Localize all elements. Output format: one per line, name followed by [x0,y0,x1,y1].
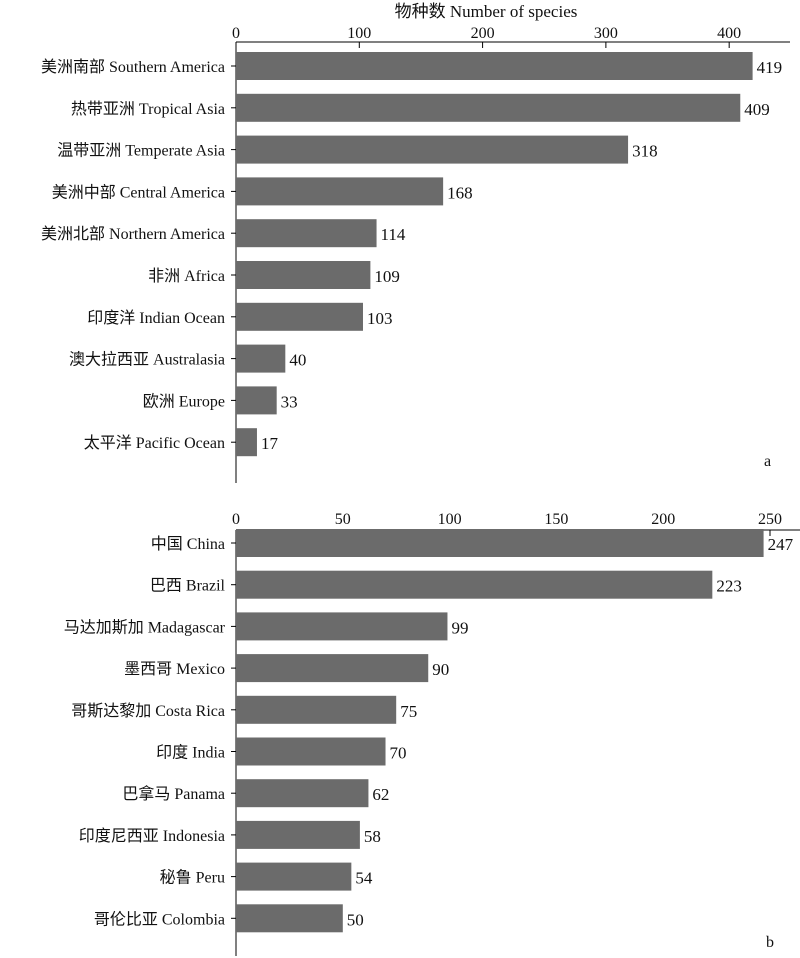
chart-b-value-label: 75 [400,702,417,721]
chart-b-category-label: 中国 China [151,535,225,553]
chart-a-value-label: 17 [261,434,279,453]
chart-b-bar [236,820,360,849]
chart-b-category-label: 哥斯达黎加 Costa Rica [71,702,225,720]
chart-a-x-tick-label: 200 [471,25,495,42]
chart-a-category-label: 澳大拉西亚 Australasia [69,351,225,369]
chart-a-value-label: 409 [744,100,770,119]
chart-a-bar [236,302,363,331]
chart-b-x-tick-label: 150 [544,511,568,528]
chart-b-value-label: 54 [355,869,373,888]
chart-b-category-label: 墨西哥 Mexico [124,661,225,678]
chart-a-value-label: 114 [381,225,406,244]
chart-b-category-label: 巴西 Brazil [150,578,226,595]
chart-b-bar [236,862,352,891]
chart-a-bar [236,428,257,457]
chart-a-category-label: 美洲中部 Central America [52,183,225,201]
chart-a-panel-label: a [764,453,771,470]
chart-a-category-label: 印度洋 Indian Ocean [87,309,225,327]
chart-a-value-label: 33 [281,392,298,411]
chart-a-x-tick-label: 0 [232,25,240,42]
chart-a-category-label: 温带亚洲 Temperate Asia [57,142,225,160]
chart-b-bar [236,695,397,724]
chart-b-bar [236,612,448,641]
chart-b-category-label: 马达加斯加 Madagascar [64,618,226,636]
chart-a-bar [236,261,371,289]
chart-b-bar [236,654,429,683]
chart-b-value-label: 247 [768,535,794,554]
chart-b-bar [236,529,764,557]
chart-b-value-label: 58 [364,827,381,846]
chart-b-category-label: 哥伦比亚 Colombia [94,910,225,928]
chart-a-value-label: 109 [374,267,400,286]
chart-a-value-label: 318 [632,142,658,161]
chart-a-x-tick-label: 400 [717,25,741,42]
chart-b-category-label: 巴拿马 Panama [122,784,225,803]
chart-b-category-label: 印度 India [156,744,225,762]
chart-b-x-tick-label: 250 [758,511,782,528]
chart-b-x-tick-label: 0 [232,511,240,528]
chart-a-bar [236,93,741,122]
chart-b-value-label: 50 [347,910,364,929]
chart-b-x-tick-label: 100 [438,511,462,528]
chart-b-bar [236,779,369,808]
chart-b-x-tick-label: 50 [335,511,351,528]
chart-a-value-label: 40 [289,351,306,370]
chart-b-value-label: 62 [372,785,389,804]
chart-a-bar [236,135,629,164]
chart-b-panel: 0 50 100 150 200 250 中国 China 247 巴西 Brazil 223 马达… [64,511,800,956]
chart-a-value-label: 419 [757,58,783,77]
chart-b-bar [236,737,386,766]
chart-a-panel: 0 100 200 300 400 美洲南部 Southern America 419 热带亚… [41,25,790,483]
chart-a-category-label: 美洲南部 Southern America [41,58,225,76]
chart-a-x-tick-label: 100 [347,25,371,42]
chart-a-category-label: 非洲 Africa [148,267,225,285]
chart-b-category-label: 印度尼西亚 Indonesia [79,827,225,845]
chart-a-category-label: 欧洲 Europe [143,392,225,410]
chart-b-category-label: 秘鲁 Peru [160,869,225,887]
chart-a-x-tick-label: 300 [594,25,618,42]
chart-a-category-label: 太平洋 Pacific Ocean [84,434,225,452]
chart-a-bar [236,386,277,415]
chart-b-value-label: 70 [390,744,407,763]
chart-a-bar [236,219,377,248]
chart-a-value-label: 168 [447,183,473,202]
chart-a-value-label: 103 [367,309,393,328]
chart-b-x-tick-label: 200 [651,511,675,528]
chart-a-category-label: 美洲北部 Northern America [41,225,225,243]
chart-b-bar [236,904,343,933]
chart-a-bar [236,344,286,373]
chart-a-bar [236,52,753,80]
chart-a-bar [236,177,444,206]
chart-a-category-label: 热带亚洲 Tropical Asia [71,100,225,118]
chart-b-value-label: 90 [432,660,449,679]
chart-b-value-label: 223 [716,577,742,596]
chart-b-value-label: 99 [451,618,468,637]
chart-b-bar [236,570,713,599]
chart-b-panel-label: b [766,934,774,951]
chart-a-x-axis-title: 物种数 Number of species [395,2,578,21]
